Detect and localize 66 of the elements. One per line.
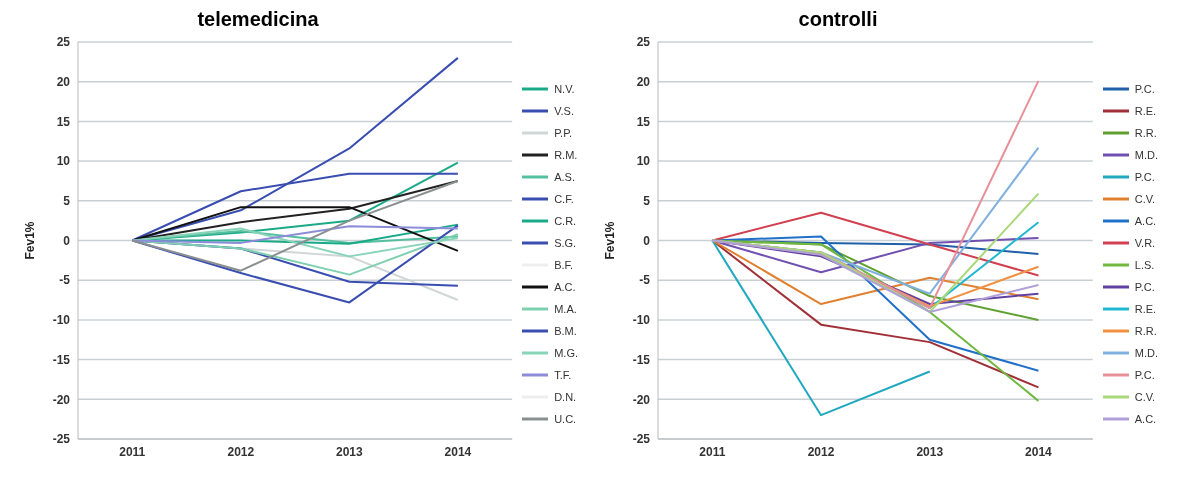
legend-label: R.E. xyxy=(1134,302,1157,316)
legend-label: A.S. xyxy=(554,170,575,184)
legend-label: P.C. xyxy=(1134,280,1155,294)
y-tick-label: -15 xyxy=(52,352,71,367)
chart-title: controlli xyxy=(797,8,879,32)
y-tick-label: -5 xyxy=(639,273,651,288)
y-tick-label: -20 xyxy=(52,392,71,407)
y-axis-title: Fev1% xyxy=(23,221,38,260)
legend-label: V.R. xyxy=(1134,236,1156,250)
x-tick-label: 2014 xyxy=(1025,444,1053,459)
x-tick-label: 2013 xyxy=(336,444,364,459)
legend-label: A.C. xyxy=(554,280,576,294)
legend-label: C.V. xyxy=(1134,192,1156,206)
legend-label: R.M. xyxy=(554,148,578,162)
y-tick-label: 15 xyxy=(56,114,71,129)
y-tick-label: -10 xyxy=(52,313,71,328)
legend-label: M.G. xyxy=(554,346,578,360)
x-tick-label: 2011 xyxy=(699,444,726,459)
x-tick-label: 2012 xyxy=(807,444,835,459)
legend-label: N.V. xyxy=(554,82,575,96)
y-axis-title: Fev1% xyxy=(603,221,618,260)
legend-label: L.S. xyxy=(1134,258,1155,272)
legend-label: B.F. xyxy=(554,258,574,272)
y-tick-label: 20 xyxy=(56,74,71,89)
x-tick-label: 2011 xyxy=(119,444,146,459)
legend-label: P.C. xyxy=(1134,368,1155,382)
y-tick-label: 0 xyxy=(643,233,651,248)
y-tick-label: -10 xyxy=(632,313,651,328)
legend-label: R.R. xyxy=(1134,126,1157,140)
legend-label: R.R. xyxy=(1134,324,1157,338)
y-tick-label: -25 xyxy=(52,432,71,447)
y-tick-label: -15 xyxy=(632,352,651,367)
y-tick-label: 25 xyxy=(636,35,651,50)
legend-label: M.D. xyxy=(1134,346,1158,360)
x-tick-label: 2013 xyxy=(916,444,944,459)
legend-label: A.C. xyxy=(1134,214,1157,228)
legend-label: B.M. xyxy=(554,324,577,338)
legend-label: V.S. xyxy=(554,104,574,118)
legend-label: D.N. xyxy=(554,390,577,404)
y-tick-label: 25 xyxy=(56,35,71,50)
y-tick-label: -25 xyxy=(632,432,651,447)
legend-label: U.C. xyxy=(554,412,577,426)
legend-label: P.P. xyxy=(554,126,573,140)
y-tick-label: 15 xyxy=(636,114,651,129)
legend-label: P.C. xyxy=(1134,82,1155,96)
legend-label: S.G. xyxy=(554,236,577,250)
legend-label: C.F. xyxy=(554,192,574,206)
y-tick-label: 10 xyxy=(56,154,71,169)
legend-label: M.A. xyxy=(554,302,577,316)
legend-label: R.E. xyxy=(1134,104,1157,118)
y-tick-label: -5 xyxy=(59,273,71,288)
legend-label: C.V. xyxy=(1134,390,1156,404)
y-tick-label: 5 xyxy=(643,194,651,209)
legend-label: P.C. xyxy=(1134,170,1155,184)
x-tick-label: 2012 xyxy=(227,444,255,459)
legend-label: C.R. xyxy=(554,214,577,228)
chart-title: telemedicina xyxy=(196,8,320,32)
y-tick-label: 5 xyxy=(63,194,71,209)
y-tick-label: 0 xyxy=(63,233,71,248)
y-tick-label: 20 xyxy=(636,74,651,89)
y-tick-label: -20 xyxy=(632,392,651,407)
legend-label: T.F. xyxy=(554,368,572,382)
y-tick-label: 10 xyxy=(636,154,651,169)
x-tick-label: 2014 xyxy=(444,444,472,459)
legend-label: A.C. xyxy=(1134,412,1157,426)
legend-label: M.D. xyxy=(1134,148,1158,162)
